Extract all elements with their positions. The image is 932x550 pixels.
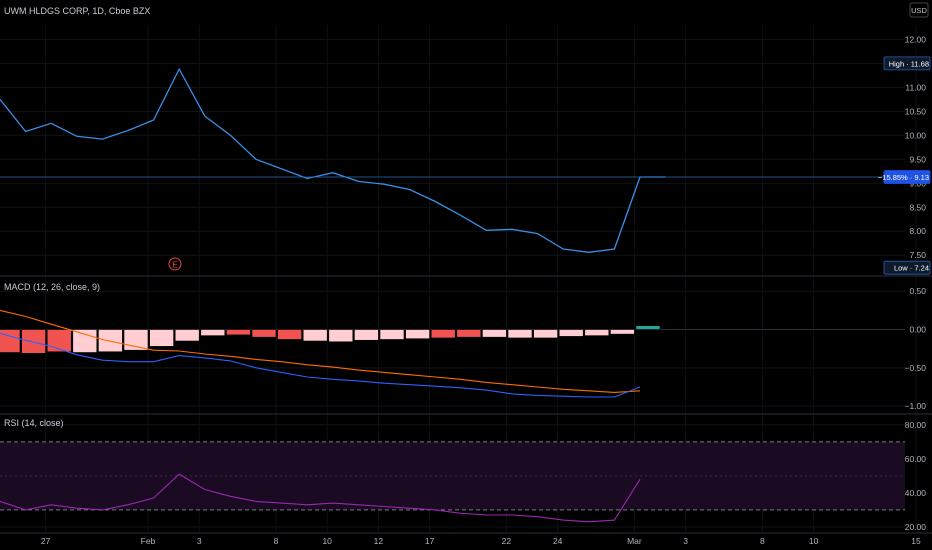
low-badge-bg bbox=[883, 260, 931, 275]
x-tick-label[interactable]: 27 bbox=[41, 536, 51, 546]
y-tick-label[interactable]: 0.50 bbox=[909, 286, 926, 296]
histogram-bar bbox=[533, 329, 558, 339]
histogram-bar bbox=[507, 329, 533, 339]
histogram-bar bbox=[277, 329, 302, 340]
rsi-band bbox=[0, 441, 905, 511]
histogram-bar bbox=[610, 329, 635, 335]
histogram-bar bbox=[482, 329, 507, 338]
histogram-bar bbox=[0, 329, 21, 353]
x-tick-label[interactable]: 8 bbox=[760, 536, 765, 546]
y-tick-label[interactable]: 40.00 bbox=[905, 488, 927, 498]
x-tick-label[interactable]: 17 bbox=[425, 536, 435, 546]
histogram-bar bbox=[558, 329, 584, 337]
y-tick-label[interactable]: 20.00 bbox=[905, 522, 927, 532]
currency-label: USD bbox=[911, 6, 927, 15]
histogram-bar bbox=[174, 329, 200, 342]
rsi-title[interactable]: RSI (14, close) bbox=[4, 418, 64, 428]
histogram-bar bbox=[200, 329, 226, 336]
y-tick-label[interactable]: 10.50 bbox=[905, 106, 927, 116]
y-tick-label[interactable]: 8.00 bbox=[909, 226, 926, 236]
series-lines bbox=[0, 67, 905, 523]
y-tick-label[interactable]: 60.00 bbox=[905, 454, 927, 464]
currency-badge[interactable]: USD bbox=[909, 2, 929, 18]
histogram-bar bbox=[302, 329, 328, 342]
low-badge-text: Low · 7.24 bbox=[894, 264, 929, 273]
symbol-title[interactable]: UWM HLDGS CORP, 1D, Cboe BZX bbox=[4, 6, 150, 16]
x-tick-label[interactable]: 3 bbox=[197, 536, 202, 546]
y-tick-label[interactable]: 7.50 bbox=[909, 250, 926, 260]
x-tick-label[interactable]: Feb bbox=[141, 536, 156, 546]
y-tick-label[interactable]: 12.00 bbox=[905, 34, 927, 44]
pane-separators bbox=[0, 275, 932, 534]
high-badge-bg bbox=[883, 56, 931, 71]
last-price-badge-text: −15.85% · 9.13 bbox=[878, 173, 929, 182]
histogram-bar bbox=[149, 329, 174, 347]
earnings-marker-label: E bbox=[172, 261, 177, 270]
histogram-bar bbox=[328, 329, 354, 343]
histogram-bar bbox=[46, 329, 72, 353]
x-tick-label[interactable]: 10 bbox=[809, 536, 819, 546]
y-tick-label[interactable]: 80.00 bbox=[905, 420, 927, 430]
y-tick-label[interactable]: 11.00 bbox=[905, 82, 926, 92]
histogram-bar bbox=[354, 329, 379, 341]
histogram-bar bbox=[379, 329, 405, 340]
last-price-badge-bg bbox=[883, 170, 931, 184]
histogram-bar bbox=[405, 329, 430, 340]
signal-line bbox=[0, 309, 641, 393]
histogram-bar bbox=[72, 329, 98, 353]
histogram-bar bbox=[226, 329, 251, 336]
histogram-bar bbox=[456, 329, 482, 338]
x-tick-label[interactable]: 8 bbox=[274, 536, 279, 546]
y-tick-label[interactable]: −0.50 bbox=[904, 363, 926, 373]
y-tick-label[interactable]: 10.00 bbox=[905, 130, 927, 140]
price-line bbox=[0, 67, 666, 253]
histogram-bar bbox=[584, 329, 610, 336]
macd-histogram bbox=[0, 325, 661, 354]
histogram-bar bbox=[430, 329, 456, 339]
y-tick-label[interactable]: 9.50 bbox=[909, 154, 926, 164]
x-axis-labels[interactable]: 27 Feb 3 8 10 12 17 22 24 Mar 3 8 10 15 bbox=[41, 536, 921, 546]
y-tick-label[interactable]: −1.00 bbox=[904, 401, 926, 411]
y-tick-label[interactable]: 8.50 bbox=[909, 202, 926, 212]
x-tick-label[interactable]: 3 bbox=[683, 536, 688, 546]
macd-line bbox=[0, 332, 641, 398]
x-tick-label[interactable]: Mar bbox=[627, 536, 642, 546]
price-badges: High · 11.68 Low · 7.24 −15.85% · 9.13 bbox=[878, 56, 931, 275]
y-tick-label[interactable]: 0.00 bbox=[909, 325, 926, 335]
histogram-bar bbox=[251, 329, 277, 338]
rsi-line bbox=[0, 473, 641, 523]
histogram-bar bbox=[21, 329, 46, 354]
high-badge-text: High · 11.68 bbox=[889, 59, 929, 68]
x-tick-label[interactable]: 15 bbox=[911, 536, 921, 546]
macd-title[interactable]: MACD (12, 26, close, 9) bbox=[4, 282, 100, 292]
histogram-bar bbox=[635, 325, 661, 330]
earnings-marker[interactable]: E bbox=[168, 257, 182, 271]
x-tick-label[interactable]: 24 bbox=[553, 536, 563, 546]
x-tick-label[interactable]: 10 bbox=[322, 536, 332, 546]
x-tick-label[interactable]: 12 bbox=[374, 536, 384, 546]
x-tick-label[interactable]: 22 bbox=[502, 536, 512, 546]
